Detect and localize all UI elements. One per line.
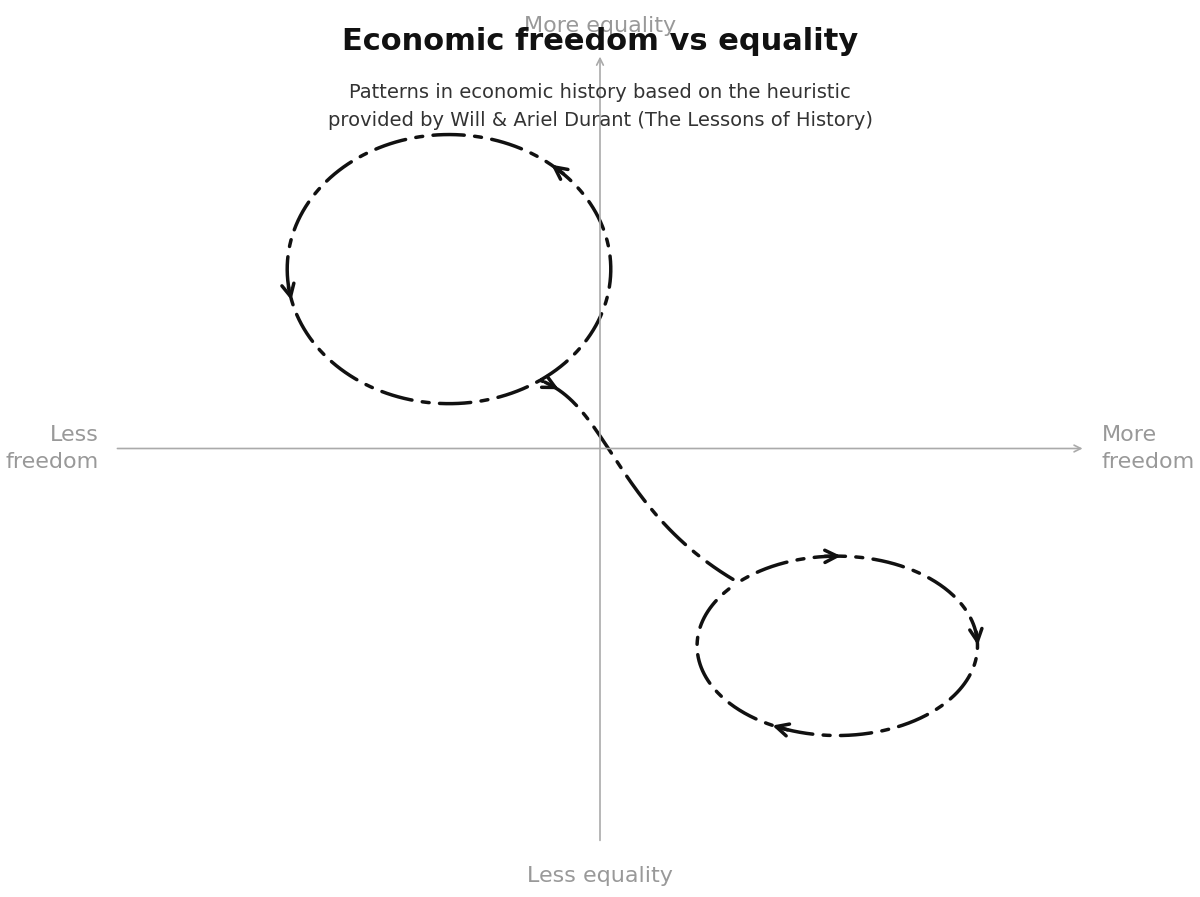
Text: Economic freedom vs equality: Economic freedom vs equality <box>342 27 858 56</box>
Text: More equality: More equality <box>524 16 676 36</box>
Text: Less equality: Less equality <box>527 866 673 885</box>
Text: Less
freedom: Less freedom <box>5 425 98 472</box>
Text: More
freedom: More freedom <box>1102 425 1195 472</box>
Text: Patterns in economic history based on the heuristic
provided by Will & Ariel Dur: Patterns in economic history based on th… <box>328 83 872 129</box>
